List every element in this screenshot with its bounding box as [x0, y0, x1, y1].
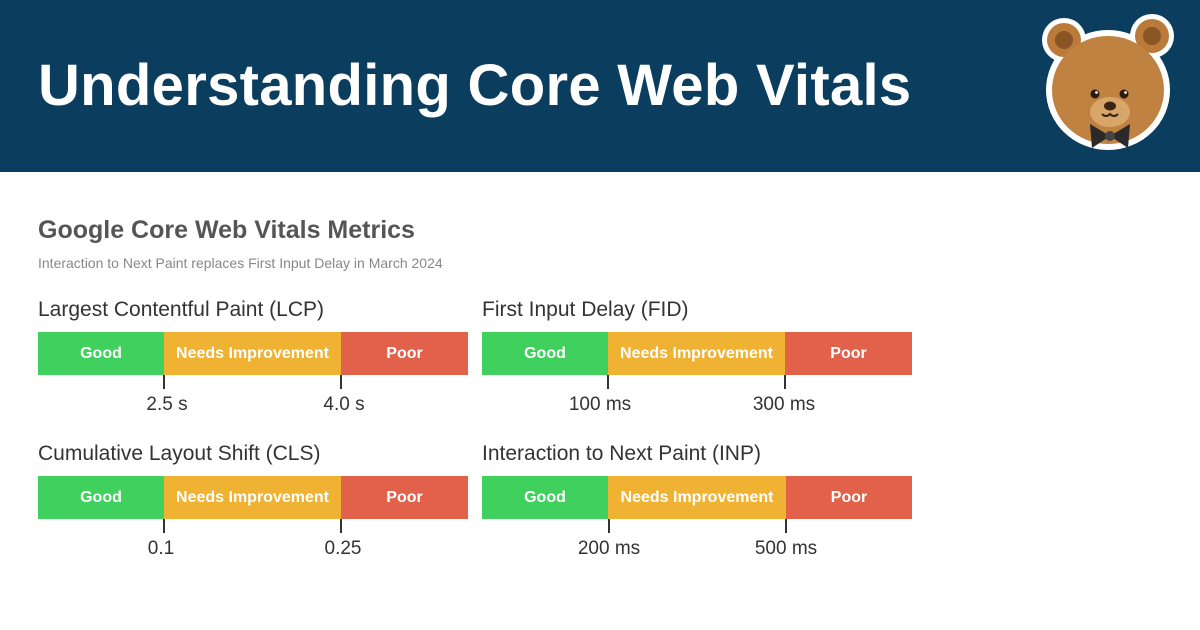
threshold-label: 500 ms	[754, 538, 818, 559]
metric-label: Interaction to Next Paint (INP)	[482, 442, 761, 465]
needs-improvement-segment: Needs Improvement	[608, 332, 785, 375]
metric-label: Cumulative Layout Shift (CLS)	[38, 442, 321, 465]
metric-lcp: Largest Contentful Paint (LCP) Good Need…	[38, 298, 468, 428]
header-banner: Understanding Core Web Vitals	[0, 0, 1200, 172]
metric-cls: Cumulative Layout Shift (CLS) Good Needs…	[38, 442, 468, 572]
threshold-label: 100 ms	[568, 394, 632, 415]
section-title: Google Core Web Vitals Metrics	[38, 216, 415, 244]
threshold-tick	[340, 519, 342, 533]
metric-label: Largest Contentful Paint (LCP)	[38, 298, 324, 321]
needs-improvement-segment: Needs Improvement	[164, 476, 341, 519]
needs-improvement-segment: Needs Improvement	[608, 476, 786, 519]
threshold-label: 200 ms	[577, 538, 641, 559]
threshold-tick	[607, 375, 609, 389]
metric-bar: Good Needs Improvement Poor	[38, 476, 468, 519]
threshold-label: 2.5 s	[146, 394, 188, 415]
metric-bar: Good Needs Improvement Poor	[482, 332, 912, 375]
metric-fid: First Input Delay (FID) Good Needs Impro…	[482, 298, 912, 428]
threshold-tick	[784, 375, 786, 389]
threshold-tick	[608, 519, 610, 533]
metric-bar: Good Needs Improvement Poor	[38, 332, 468, 375]
threshold-tick	[163, 375, 165, 389]
metric-label: First Input Delay (FID)	[482, 298, 689, 321]
needs-improvement-segment: Needs Improvement	[164, 332, 341, 375]
good-segment: Good	[482, 332, 608, 375]
page-title: Understanding Core Web Vitals	[38, 53, 912, 118]
good-segment: Good	[38, 476, 164, 519]
good-segment: Good	[482, 476, 608, 519]
bear-icon	[1042, 14, 1174, 150]
poor-segment: Poor	[785, 332, 912, 375]
threshold-tick	[785, 519, 787, 533]
poor-segment: Poor	[786, 476, 912, 519]
metric-inp: Interaction to Next Paint (INP) Good Nee…	[482, 442, 912, 572]
threshold-label: 4.0 s	[323, 394, 365, 415]
poor-segment: Poor	[341, 332, 468, 375]
poor-segment: Poor	[341, 476, 468, 519]
metric-bar: Good Needs Improvement Poor	[482, 476, 912, 519]
threshold-label: 300 ms	[752, 394, 816, 415]
section-subtitle: Interaction to Next Paint replaces First…	[38, 255, 443, 271]
threshold-label: 0.1	[147, 538, 175, 559]
threshold-label: 0.25	[324, 538, 362, 559]
threshold-tick	[163, 519, 165, 533]
good-segment: Good	[38, 332, 164, 375]
threshold-tick	[340, 375, 342, 389]
